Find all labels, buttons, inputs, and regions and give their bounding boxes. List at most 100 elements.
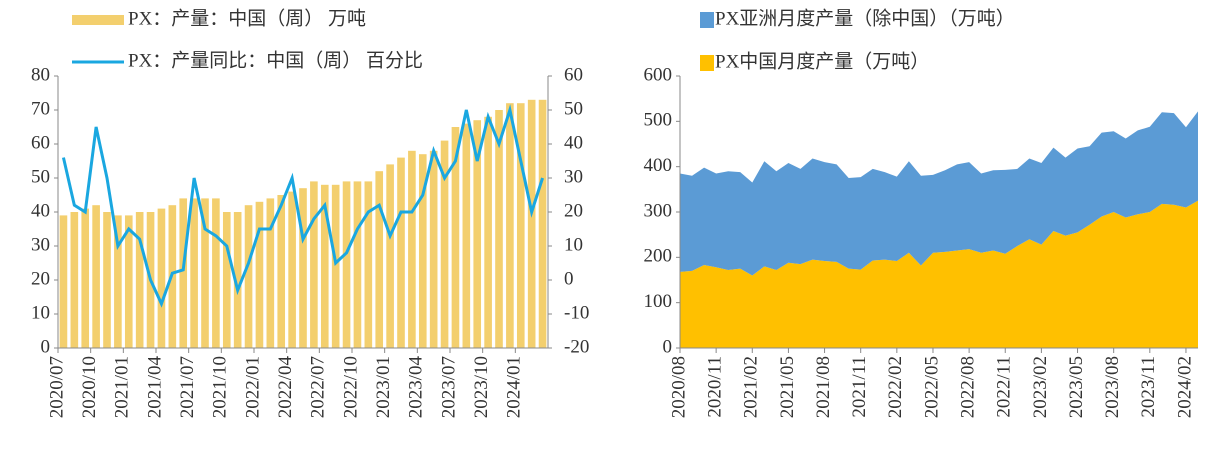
area xyxy=(680,200,1198,348)
y-tick-label: 30 xyxy=(31,234,50,255)
bar xyxy=(277,195,286,348)
bar xyxy=(527,99,536,348)
x-tick-label: 2022/05 xyxy=(921,356,942,418)
bar xyxy=(288,191,296,348)
bar xyxy=(222,212,231,348)
y2-tick-label: -20 xyxy=(564,336,589,357)
y2-tick-label: -10 xyxy=(564,302,589,323)
y-tick-label: 60 xyxy=(31,132,50,153)
x-tick-label: 2022/02 xyxy=(885,356,906,418)
x-tick-label: 2023/04 xyxy=(406,356,427,419)
bar xyxy=(201,198,209,348)
y-tick-label: 0 xyxy=(663,336,673,357)
bar xyxy=(429,150,438,348)
x-tick-label: 2022/11 xyxy=(994,356,1015,418)
x-tick-label: 2022/08 xyxy=(957,356,978,418)
bar xyxy=(516,103,525,348)
legend-label: PX：产量：中国（周） 万吨 xyxy=(128,7,366,29)
x-tick-label: 2022/01 xyxy=(242,356,263,418)
bar xyxy=(473,120,482,348)
bar xyxy=(353,181,362,348)
legend-label: PX中国月度产量（万吨） xyxy=(715,50,929,72)
bar xyxy=(375,171,384,348)
x-tick-label: 2023/11 xyxy=(1138,356,1159,418)
x-tick-label: 2022/07 xyxy=(308,356,329,418)
y-tick-label: 20 xyxy=(31,268,50,289)
x-tick-label: 2020/08 xyxy=(668,356,689,418)
x-tick-label: 2020/07 xyxy=(46,356,67,418)
bar xyxy=(418,154,427,348)
y-tick-label: 80 xyxy=(31,64,50,85)
x-tick-label: 2020/10 xyxy=(79,356,100,418)
x-tick-label: 2023/01 xyxy=(373,356,394,418)
bar xyxy=(92,205,100,348)
bar xyxy=(320,184,329,348)
x-tick-label: 2021/01 xyxy=(112,356,133,418)
x-tick-label: 2021/11 xyxy=(849,356,870,418)
y2-tick-label: 10 xyxy=(564,234,583,255)
y2-tick-label: 0 xyxy=(564,268,574,289)
x-tick-label: 2023/05 xyxy=(1066,356,1087,418)
bar xyxy=(451,127,460,348)
x-tick-label: 2021/05 xyxy=(777,356,798,418)
y-tick-label: 50 xyxy=(31,166,50,187)
y-tick-label: 200 xyxy=(644,246,673,267)
x-tick-label: 2024/01 xyxy=(504,356,525,418)
bar xyxy=(364,181,373,348)
y2-tick-label: 60 xyxy=(564,64,583,85)
bar xyxy=(484,116,492,348)
x-tick-label: 2021/07 xyxy=(177,356,198,418)
bar xyxy=(233,212,242,348)
y-tick-label: 400 xyxy=(644,155,673,176)
bar xyxy=(124,215,133,348)
y-tick-label: 10 xyxy=(31,302,50,323)
bar xyxy=(266,198,275,348)
bar xyxy=(59,215,68,348)
x-tick-label: 2022/10 xyxy=(340,356,361,418)
bar xyxy=(408,150,416,348)
y-tick-label: 300 xyxy=(644,200,673,221)
bar xyxy=(179,198,188,348)
y-tick-label: 0 xyxy=(41,336,51,357)
area xyxy=(680,111,1198,276)
y2-tick-label: 30 xyxy=(564,166,583,187)
x-tick-label: 2021/04 xyxy=(144,356,165,419)
bar xyxy=(114,215,122,348)
bar xyxy=(244,205,253,348)
legend-label: PX亚洲月度产量（除中国）（万吨） xyxy=(715,7,1015,29)
line xyxy=(61,104,544,308)
bar xyxy=(299,188,307,348)
y2-tick-label: 20 xyxy=(564,200,583,221)
bar xyxy=(310,181,318,348)
y-tick-label: 500 xyxy=(644,110,673,131)
bar xyxy=(212,198,220,348)
x-tick-label: 2020/11 xyxy=(704,356,725,418)
y2-tick-label: 50 xyxy=(564,98,583,119)
bar xyxy=(135,212,144,348)
bar xyxy=(190,198,198,348)
bar xyxy=(103,212,111,348)
x-tick-label: 2021/02 xyxy=(741,356,762,418)
y-tick-label: 70 xyxy=(31,98,50,119)
y2-tick-label: 40 xyxy=(564,132,583,153)
bar xyxy=(397,157,405,348)
x-tick-label: 2022/04 xyxy=(275,356,296,419)
bar xyxy=(81,208,90,348)
bar xyxy=(538,99,547,348)
x-tick-label: 2023/10 xyxy=(471,356,492,418)
bar xyxy=(331,184,340,348)
bar xyxy=(157,208,166,348)
bar xyxy=(70,212,79,348)
bar xyxy=(462,123,471,348)
x-tick-label: 2021/08 xyxy=(813,356,834,418)
x-tick-label: 2023/07 xyxy=(438,356,459,418)
bar xyxy=(342,181,351,348)
bar xyxy=(440,140,449,348)
legend-label: PX：产量同比：中国（周） 百分比 xyxy=(128,49,423,71)
x-tick-label: 2023/08 xyxy=(1102,356,1123,418)
bar xyxy=(495,110,503,348)
bar xyxy=(386,164,394,348)
legend-swatch xyxy=(72,15,124,25)
bar xyxy=(506,103,514,348)
